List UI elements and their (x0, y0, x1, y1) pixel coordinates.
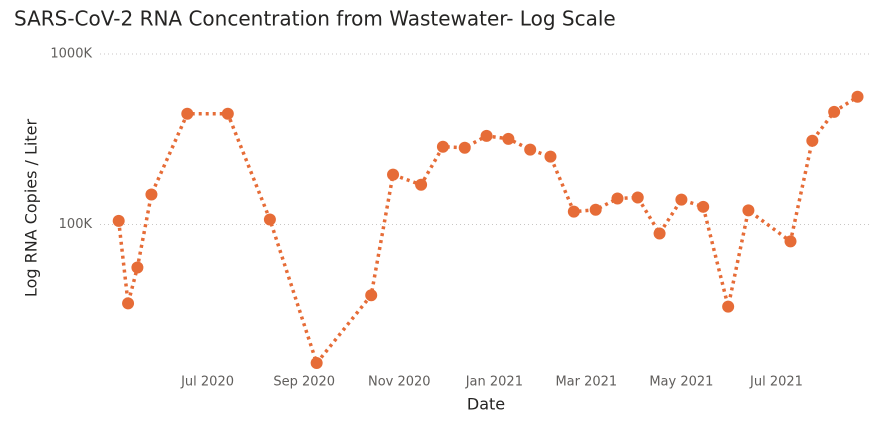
x-tick-label: Mar 2021 (555, 375, 617, 390)
data-point (653, 227, 666, 240)
data-point (480, 129, 493, 142)
data-point (122, 297, 135, 310)
data-point (828, 105, 841, 118)
x-tick-label: Sep 2020 (273, 375, 335, 390)
data-point (742, 204, 755, 217)
data-point (131, 261, 144, 274)
y-tick-label: 1000K (50, 47, 92, 62)
data-point (544, 150, 557, 163)
data-point (415, 178, 428, 191)
data-point (631, 191, 644, 204)
data-point (112, 214, 125, 227)
data-point (697, 200, 710, 213)
data-point (567, 205, 580, 218)
chart-title: SARS-CoV-2 RNA Concentration from Wastew… (14, 7, 616, 31)
data-point (310, 357, 323, 370)
data-point (458, 141, 471, 154)
data-line (116, 95, 859, 367)
x-tick-label: Jan 2021 (465, 375, 523, 390)
data-point (502, 132, 515, 145)
data-point (365, 289, 378, 302)
x-tick-label: May 2021 (649, 375, 713, 390)
data-point (181, 107, 194, 120)
data-point (263, 213, 276, 226)
data-point (784, 235, 797, 248)
x-axis-title: Date (467, 395, 505, 414)
x-tick-label: Jul 2020 (180, 375, 234, 390)
data-point (675, 193, 688, 206)
data-point (722, 300, 735, 313)
data-point (611, 192, 624, 205)
y-axis-title: Log RNA Copies / Liter (22, 119, 41, 298)
x-tick-label: Nov 2020 (368, 375, 431, 390)
data-point (145, 188, 158, 201)
x-tick-label: Jul 2021 (749, 375, 803, 390)
data-point (221, 107, 234, 120)
data-point (524, 143, 537, 156)
data-point (436, 140, 449, 153)
data-point (387, 168, 400, 181)
data-point (806, 134, 819, 147)
y-tick-label: 100K (59, 217, 93, 232)
data-point (851, 90, 864, 103)
data-point (589, 203, 602, 216)
